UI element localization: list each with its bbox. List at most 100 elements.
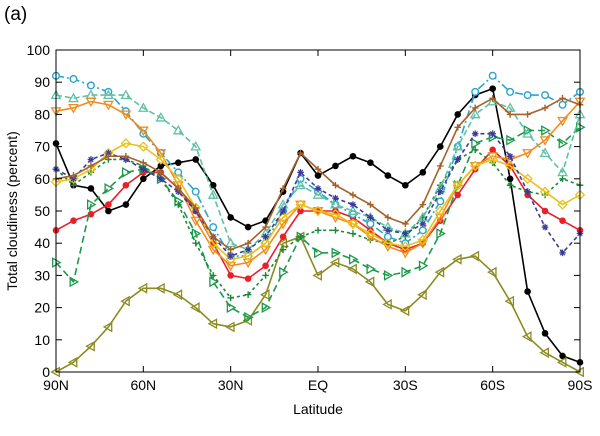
series-black-point (384, 172, 392, 179)
tick-layer: 0 10 20 30 40 50 60 70 80 90 100 90N 60N 30N EQ 30S 60S 9… (27, 42, 593, 393)
series-brown-point (279, 185, 287, 192)
series-green-point (401, 266, 411, 278)
series-olive-point (102, 321, 113, 333)
series-layer (50, 71, 586, 378)
series-olive-point (277, 237, 288, 249)
series-olive-point (364, 276, 375, 288)
series-navy-star-point (332, 194, 339, 202)
series-orange-point (469, 161, 481, 172)
series-olive-point (155, 282, 165, 294)
series-cyan-point (523, 91, 532, 100)
series-olive-point (259, 289, 270, 301)
series-black-point (140, 175, 147, 183)
series-dkgreen-cross-point (174, 201, 182, 208)
series-teal-point (190, 140, 202, 151)
series-brown-point (70, 172, 77, 179)
series-brown-point (192, 204, 200, 212)
series-navy-star-point (402, 230, 409, 237)
series-yellow-diamond-point (382, 237, 394, 249)
series-navy-star-point (157, 175, 165, 183)
series-green-point (418, 260, 429, 272)
series-yellow-diamond-point (504, 160, 516, 172)
y-tick-label: 100 (27, 42, 51, 58)
series-yellow-diamond-point (225, 254, 236, 265)
y-tick-label: 80 (34, 106, 50, 122)
series-olive-point (190, 302, 200, 314)
series-teal-point (207, 189, 219, 199)
series-navy-star-point (471, 130, 479, 138)
series-navy-star-point (87, 156, 95, 163)
series-olive-point (452, 253, 462, 265)
series-navy-star-point (367, 214, 374, 221)
series-brown-point (332, 181, 339, 189)
series-cyan-point (471, 87, 480, 96)
series-yellow-diamond-point (330, 209, 341, 220)
series-navy-star-point (506, 152, 514, 160)
x-tick-label: 30S (393, 377, 418, 393)
series-olive-point (347, 263, 357, 275)
series-orange-point (277, 219, 289, 230)
series-navy-star-point (349, 201, 357, 208)
series-red-point (244, 275, 252, 282)
y-tick-label: 0 (42, 364, 50, 380)
series-brown-point (105, 152, 112, 160)
series-teal-point (102, 89, 114, 100)
series-yellow-diamond-point (277, 212, 289, 223)
series-brown-point (384, 214, 392, 221)
series-brown-point (524, 111, 531, 118)
series-cyan-point (558, 100, 567, 109)
series-cyan-point (174, 168, 183, 177)
x-tick-label: EQ (308, 377, 328, 393)
series-orange-line (55, 100, 581, 267)
series-olive-point (521, 331, 532, 342)
series-black-line (55, 87, 581, 364)
series-yellow-diamond-point (469, 160, 481, 172)
series-olive-line (55, 235, 581, 373)
series-yellow-diamond-point (242, 250, 254, 262)
series-black-point (367, 159, 374, 166)
series-yellow-diamond-point (312, 205, 324, 217)
series-dkgreen-cross-point (332, 227, 339, 234)
series-brown-point (367, 201, 374, 208)
series-olive-point (120, 295, 130, 307)
series-black-point (541, 330, 549, 337)
panel-label: (a) (4, 4, 28, 25)
series-green-point (383, 269, 394, 281)
series-black-point (244, 223, 252, 231)
series-navy-star-point (262, 233, 269, 241)
series-black-point (227, 214, 234, 221)
series-green-point (348, 253, 359, 265)
series-yellow-diamond-point (347, 218, 359, 230)
series-brown-point (122, 152, 130, 160)
series-yellow-diamond-point (120, 138, 132, 149)
series-brown-point (314, 165, 322, 173)
series-brown-point (419, 201, 427, 208)
series-black-point (402, 181, 409, 189)
series-brown-point (157, 169, 165, 176)
series-brown-point (227, 246, 234, 253)
series-dkgreen-cross-point (87, 169, 95, 176)
series-olive (50, 231, 584, 378)
series-black-point (314, 172, 322, 179)
y-tick-label: 70 (34, 139, 50, 155)
y-tick-label: 30 (34, 267, 50, 283)
series-brown-point (297, 149, 304, 157)
series-red-point (489, 146, 496, 154)
series-teal-point (225, 237, 237, 248)
series-yellow-diamond-point (435, 205, 446, 217)
series-orange-point (137, 126, 149, 137)
series-brown-point (174, 185, 182, 192)
series-orange-point (557, 116, 568, 127)
series-olive-point (172, 289, 183, 301)
series-olive-point (417, 289, 427, 301)
series-red-point (87, 210, 95, 218)
series-navy-star-point (297, 169, 304, 176)
series-green-point (69, 276, 80, 288)
series-green-point (314, 247, 324, 259)
series-navy-star-point (314, 185, 322, 192)
series-green-point (366, 263, 377, 275)
series-orange (50, 97, 586, 272)
series-black-point (332, 162, 339, 170)
series-navy-star-point (244, 246, 252, 253)
series-olive-point (504, 295, 515, 307)
